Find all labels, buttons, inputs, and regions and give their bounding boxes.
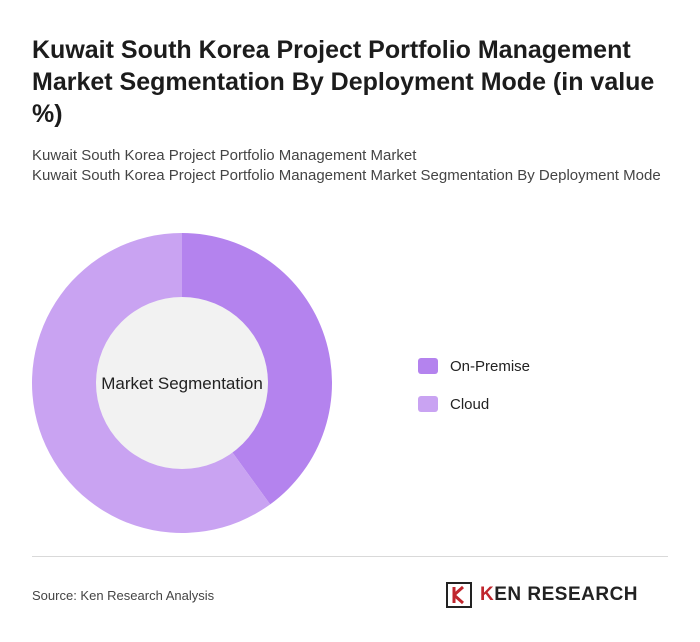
logo-wordmark: EN RESEARCH <box>494 584 639 605</box>
subtitle-line-1: Kuwait South Korea Project Portfolio Man… <box>32 147 417 164</box>
legend-swatch <box>418 396 438 412</box>
logo-prefix: K <box>480 584 495 605</box>
ken-research-logo: KEN RESEARCH <box>446 580 670 610</box>
legend: On-Premise Cloud <box>418 358 530 413</box>
legend-label: On-Premise <box>450 358 530 375</box>
donut-hole <box>96 297 268 469</box>
footer-divider <box>32 556 668 557</box>
subtitle-line-2: Kuwait South Korea Project Portfolio Man… <box>32 167 661 184</box>
center-label: Market Segmentation <box>101 374 263 393</box>
subtitle: Kuwait South Korea Project Portfolio Man… <box>32 146 662 186</box>
source-note: Source: Ken Research Analysis <box>32 588 215 603</box>
legend-item: On-Premise <box>418 358 530 375</box>
logo-icon <box>446 582 472 608</box>
donut-chart: Market Segmentation On-Premise Cloud <box>31 233 530 533</box>
legend-label: Cloud <box>450 396 489 413</box>
page-title: Kuwait South Korea Project Portfolio Man… <box>32 36 655 128</box>
legend-swatch <box>418 358 438 374</box>
legend-item: Cloud <box>418 396 489 413</box>
logo-text: KEN RESEARCH <box>480 584 638 606</box>
